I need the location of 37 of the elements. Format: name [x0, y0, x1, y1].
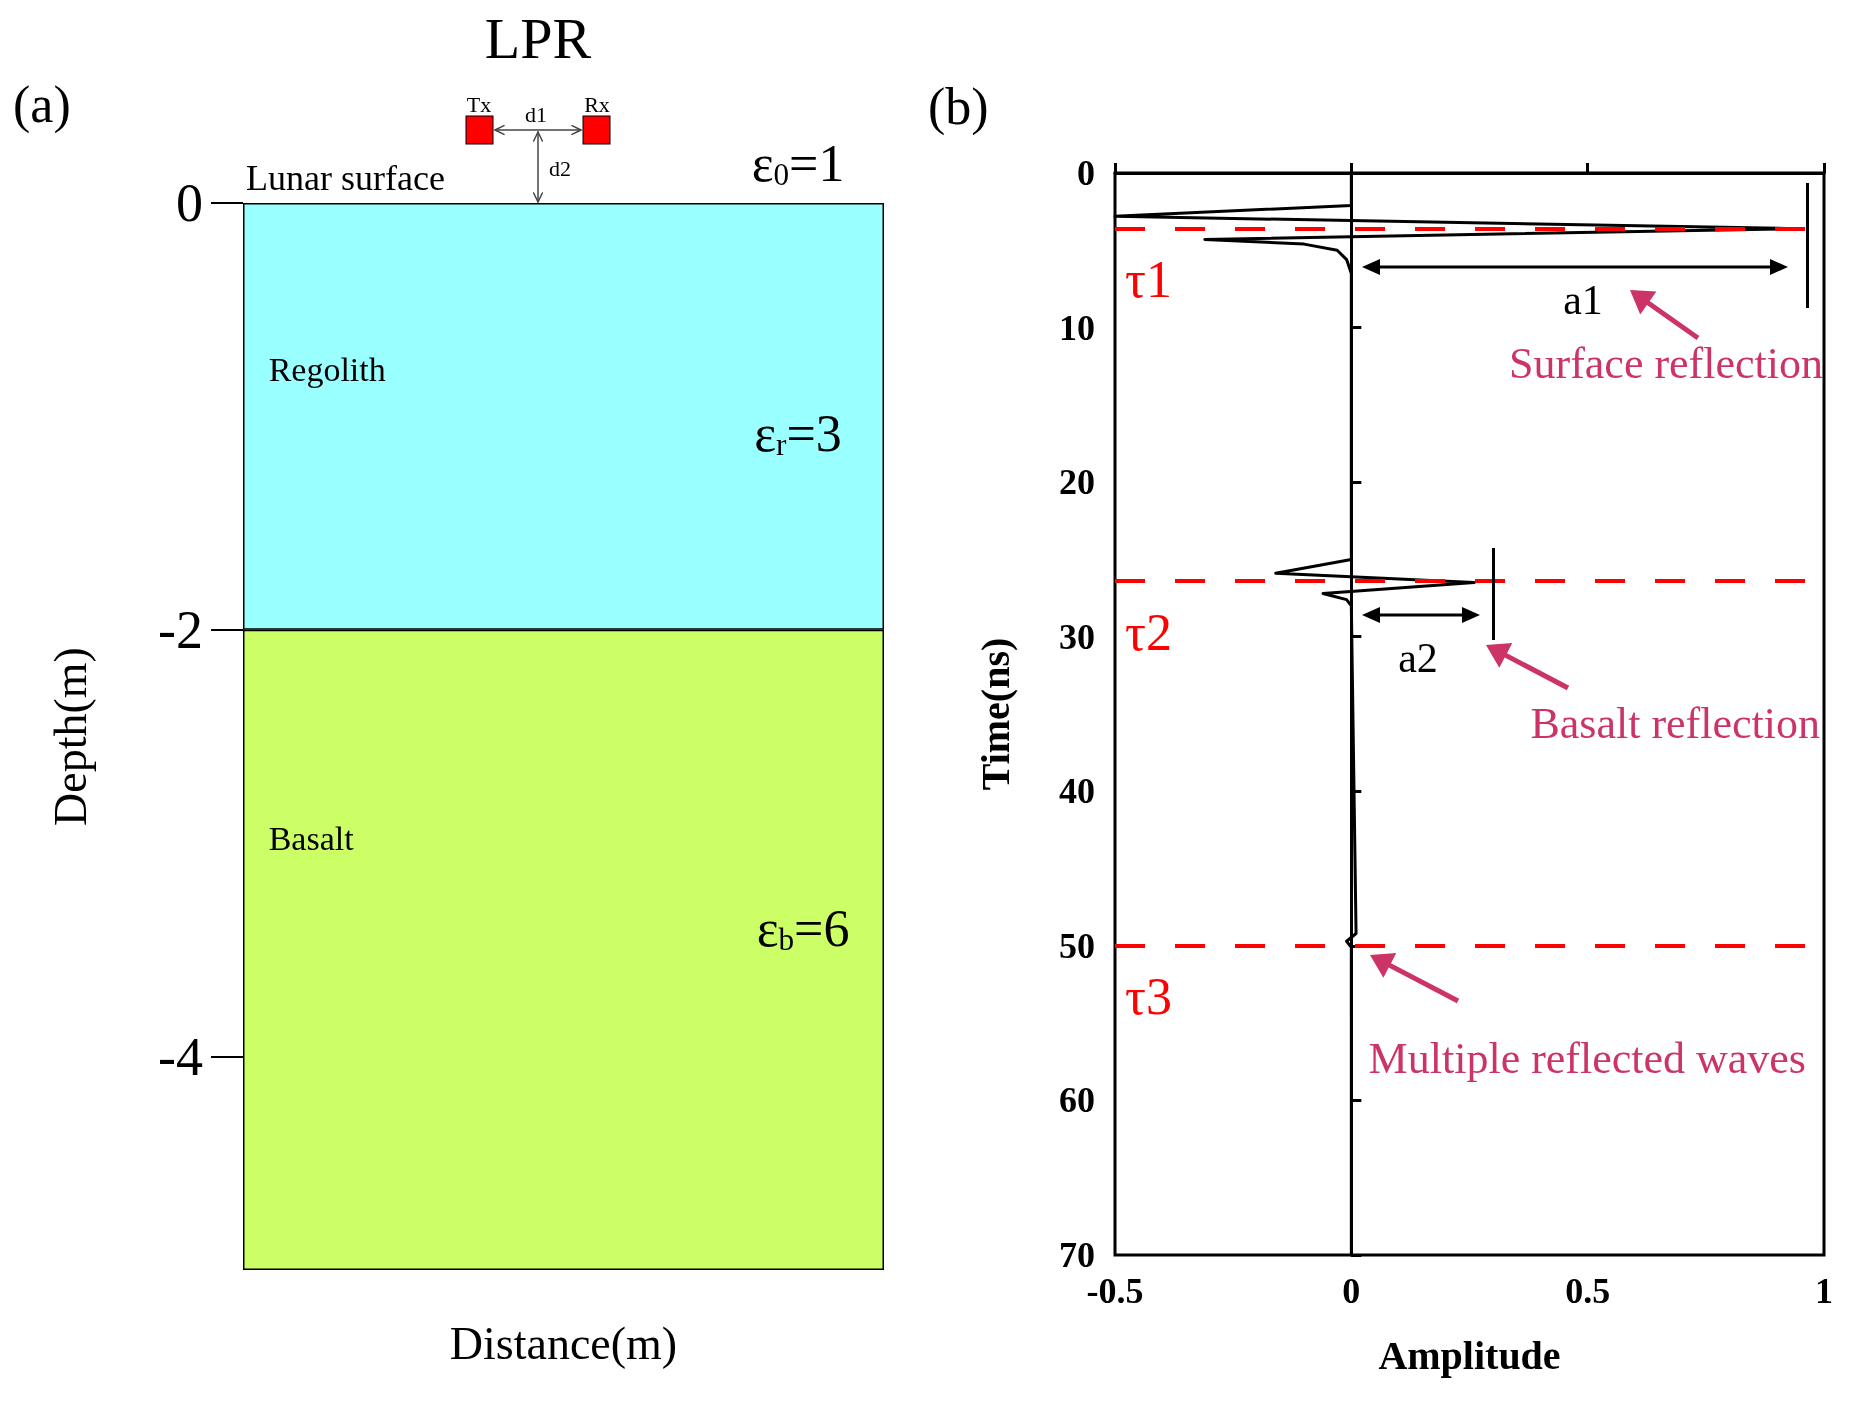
annotation: a1 [1563, 277, 1603, 323]
x-tick-label: 1 [1815, 1271, 1833, 1311]
annotation: a2 [1398, 635, 1438, 681]
text: d2 [549, 155, 571, 181]
x-tick-label: 0 [1342, 1271, 1361, 1311]
y-tick-label: 0 [176, 173, 203, 233]
series-label: Regolith [268, 350, 386, 388]
y-axis-title: Depth(m) [44, 647, 96, 826]
text: d1 [525, 101, 547, 127]
y-tick-label: 20 [1059, 462, 1095, 503]
ref-line-label: τ1 [1125, 251, 1172, 309]
text: Rx [584, 91, 610, 117]
y-tick-label: 40 [1059, 771, 1095, 812]
text: Tx [466, 91, 492, 117]
x-tick-label: 0.5 [1565, 1271, 1611, 1311]
annotation: Multiple reflected waves [1368, 1033, 1806, 1083]
y-tick-label: -2 [158, 599, 203, 660]
annotation: εb=6 [756, 899, 850, 958]
y-axis-title: Time(ns) [972, 637, 1018, 791]
y-tick-label: 50 [1059, 925, 1095, 966]
chart-title: (b) [928, 77, 989, 136]
text: LPR [484, 5, 592, 71]
y-tick-label: 60 [1059, 1080, 1095, 1121]
text: ε0=1 [751, 134, 845, 193]
y-tick-label: 10 [1059, 307, 1095, 348]
ref-line-label: τ3 [1125, 968, 1172, 1026]
y-tick-label: 0 [1077, 153, 1095, 193]
series-label: Basalt [268, 820, 355, 858]
chart-title: (a) [13, 75, 71, 134]
x-axis-title: Distance(m) [449, 1317, 678, 1369]
annotation: εr=3 [754, 404, 842, 463]
y-tick-label: -4 [158, 1026, 203, 1087]
x-axis-title: Amplitude [1378, 1332, 1561, 1378]
annotation: Basalt reflection [1530, 698, 1820, 748]
ref-line-label: τ2 [1125, 603, 1172, 661]
y-tick-label: 30 [1059, 616, 1095, 657]
text: Lunar surface [246, 158, 445, 198]
